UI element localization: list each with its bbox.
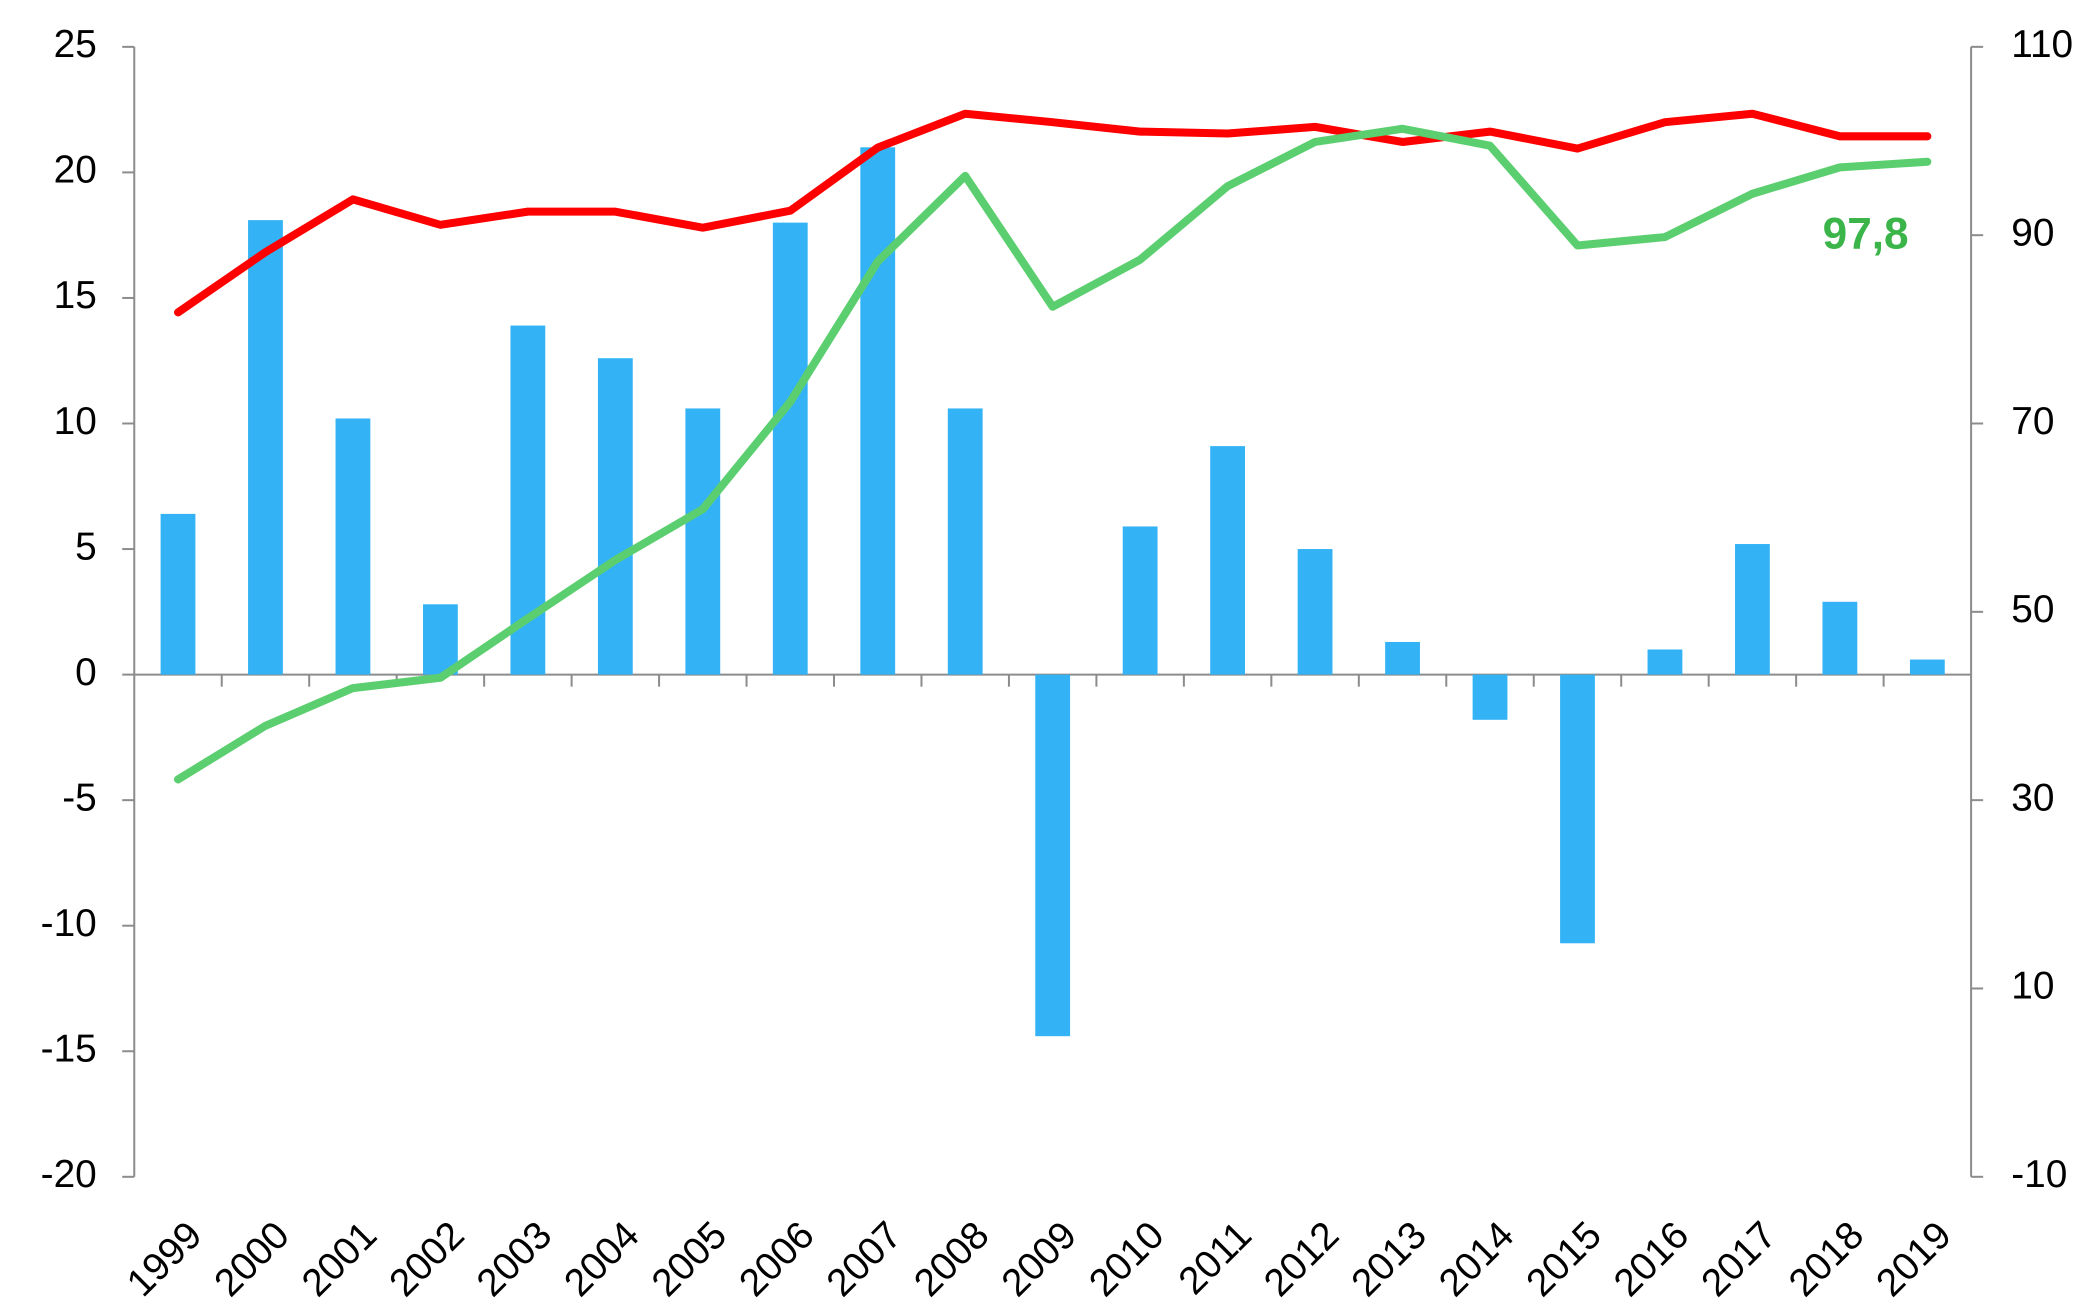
- bar: [335, 418, 371, 675]
- bar: [160, 513, 196, 675]
- x-tick-label: 2017: [1693, 1214, 1784, 1305]
- x-tick-label: 2005: [644, 1214, 735, 1305]
- y2-tick-label: 90: [2011, 211, 2054, 254]
- y2-tick-label: 10: [2011, 965, 2054, 1008]
- y-tick-label: 10: [54, 400, 97, 443]
- x-tick-label: 2012: [1256, 1214, 1347, 1305]
- line: [173, 124, 1932, 784]
- bar: [597, 358, 633, 675]
- line: [173, 109, 1932, 317]
- bar: [1122, 526, 1158, 675]
- x-tick-label: 2015: [1518, 1214, 1609, 1305]
- y-tick-label: -5: [62, 776, 97, 819]
- y2-tick-label: 50: [2011, 588, 2054, 631]
- bar: [1735, 544, 1770, 675]
- bar: [1210, 446, 1246, 675]
- y-tick-label: -15: [41, 1027, 97, 1070]
- x-tick-label: 1999: [119, 1214, 210, 1305]
- x-tick-label: 2000: [206, 1214, 297, 1305]
- y2-tick-label: 70: [2011, 400, 2054, 443]
- x-tick-label: 2009: [994, 1214, 1085, 1305]
- x-tick-label: 2006: [731, 1214, 822, 1305]
- x-tick-label: 2003: [469, 1214, 560, 1305]
- value-label: 97,8: [1823, 209, 1909, 258]
- bar: [1822, 601, 1858, 675]
- y2-tick-label: 30: [2011, 776, 2054, 819]
- bar: [685, 408, 721, 675]
- y-tick-label: -10: [41, 902, 97, 945]
- bar: [422, 604, 458, 675]
- x-tick-label: 2007: [819, 1214, 910, 1305]
- x-tick-label: 2008: [906, 1214, 997, 1305]
- x-tick-label: 2019: [1868, 1214, 1959, 1305]
- bar: [1035, 674, 1071, 1037]
- x-tick-label: 2013: [1343, 1214, 1434, 1305]
- bar: [1297, 549, 1333, 675]
- bar: [860, 147, 896, 675]
- bar: [248, 220, 283, 675]
- bar: [947, 408, 983, 675]
- y-tick-label: 15: [54, 274, 97, 317]
- x-tick-label: 2010: [1081, 1214, 1172, 1305]
- y2-tick-label: 110: [2011, 23, 2073, 66]
- bar: [1560, 674, 1595, 944]
- x-tick-label: 2001: [294, 1214, 385, 1305]
- y2-tick-label: -10: [2011, 1153, 2067, 1196]
- y-tick-label: 0: [75, 651, 97, 694]
- y-tick-label: -20: [41, 1153, 97, 1196]
- x-tick-label: 2002: [381, 1214, 472, 1305]
- x-tick-label: 2004: [556, 1214, 647, 1305]
- x-tick-label: 2011: [1171, 1214, 1260, 1303]
- bar: [1472, 674, 1508, 720]
- x-tick-label: 2014: [1431, 1214, 1522, 1305]
- x-tick-label: 2016: [1606, 1214, 1697, 1305]
- x-tick-label: 2018: [1781, 1214, 1872, 1305]
- bar: [772, 222, 808, 675]
- y-tick-label: 25: [54, 23, 97, 66]
- y-tick-label: 20: [54, 149, 97, 192]
- bar: [1909, 659, 1945, 675]
- y-tick-label: 5: [75, 525, 97, 568]
- bar: [1385, 641, 1420, 675]
- bar: [1647, 649, 1683, 675]
